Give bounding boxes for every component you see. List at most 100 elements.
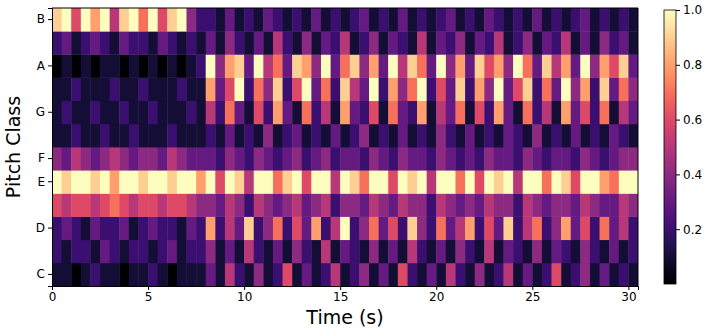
cell [455, 124, 465, 148]
cell [331, 31, 341, 55]
cell [494, 8, 504, 32]
cell [359, 31, 369, 55]
cell [580, 8, 590, 32]
cell [206, 101, 216, 125]
cell [196, 170, 206, 194]
cell [129, 8, 139, 32]
cell [215, 240, 225, 264]
cell [119, 31, 129, 55]
cell [225, 54, 235, 78]
cell [177, 240, 187, 264]
cell [129, 217, 139, 241]
colorbar-tick: 1.0 [676, 3, 702, 17]
cell [177, 263, 187, 286]
x-tick-label: 30 [621, 290, 636, 304]
cell [619, 147, 629, 171]
cell [407, 124, 417, 148]
cell [446, 8, 456, 32]
cell [513, 8, 523, 32]
cell [465, 8, 475, 32]
cell [369, 101, 379, 125]
cell [523, 217, 533, 241]
cell [619, 124, 629, 148]
x-tick: 30 [621, 286, 636, 304]
cell [71, 193, 81, 217]
cell [196, 217, 206, 241]
colorbar-tick-mark [676, 229, 680, 230]
cell [311, 78, 321, 102]
cell [129, 101, 139, 125]
cell [407, 101, 417, 125]
cell [580, 31, 590, 55]
cell [484, 54, 494, 78]
cell [283, 170, 293, 194]
cell [350, 263, 360, 286]
cell [407, 31, 417, 55]
cell [369, 240, 379, 264]
cell [523, 170, 533, 194]
cell [235, 263, 245, 286]
cell [71, 31, 81, 55]
cell [167, 31, 177, 55]
x-tick-label: 5 [145, 290, 153, 304]
cell [580, 101, 590, 125]
cell [369, 193, 379, 217]
cell [62, 240, 72, 264]
cell [321, 78, 331, 102]
cell [62, 54, 72, 78]
cell [609, 263, 619, 286]
cell [331, 101, 341, 125]
cell [177, 124, 187, 148]
cell [475, 170, 485, 194]
cell [484, 217, 494, 241]
y-tick-label: G [36, 105, 45, 119]
cell [427, 217, 437, 241]
cell [436, 124, 446, 148]
cell [542, 263, 552, 286]
cell [398, 31, 408, 55]
cell [167, 147, 177, 171]
cell [542, 31, 552, 55]
cell [71, 8, 81, 32]
cell [484, 147, 494, 171]
cell [542, 240, 552, 264]
cell [244, 8, 254, 32]
cell [417, 263, 427, 286]
cell [552, 217, 562, 241]
cell [513, 78, 523, 102]
cell [62, 263, 72, 286]
cell [138, 263, 148, 286]
cell [513, 101, 523, 125]
cell [379, 124, 389, 148]
colorbar-tick-label: 1.0 [683, 3, 702, 17]
cell [609, 147, 619, 171]
cell [427, 147, 437, 171]
cell [504, 193, 514, 217]
cell [340, 263, 350, 286]
cell [331, 8, 341, 32]
cell [90, 31, 100, 55]
cell [263, 31, 273, 55]
cell [283, 217, 293, 241]
cell [52, 78, 62, 102]
cell [523, 240, 533, 264]
cell [244, 78, 254, 102]
cell [244, 124, 254, 148]
cell [484, 8, 494, 32]
cell [81, 240, 91, 264]
cell [235, 124, 245, 148]
cell [619, 78, 629, 102]
cell [71, 240, 81, 264]
cell [119, 54, 129, 78]
cell [532, 8, 542, 32]
cell [244, 217, 254, 241]
cell [129, 147, 139, 171]
cell [148, 101, 158, 125]
cell [167, 8, 177, 32]
cell [52, 147, 62, 171]
cell [148, 193, 158, 217]
cell [513, 240, 523, 264]
cell [571, 31, 581, 55]
cell [71, 78, 81, 102]
cell [225, 170, 235, 194]
